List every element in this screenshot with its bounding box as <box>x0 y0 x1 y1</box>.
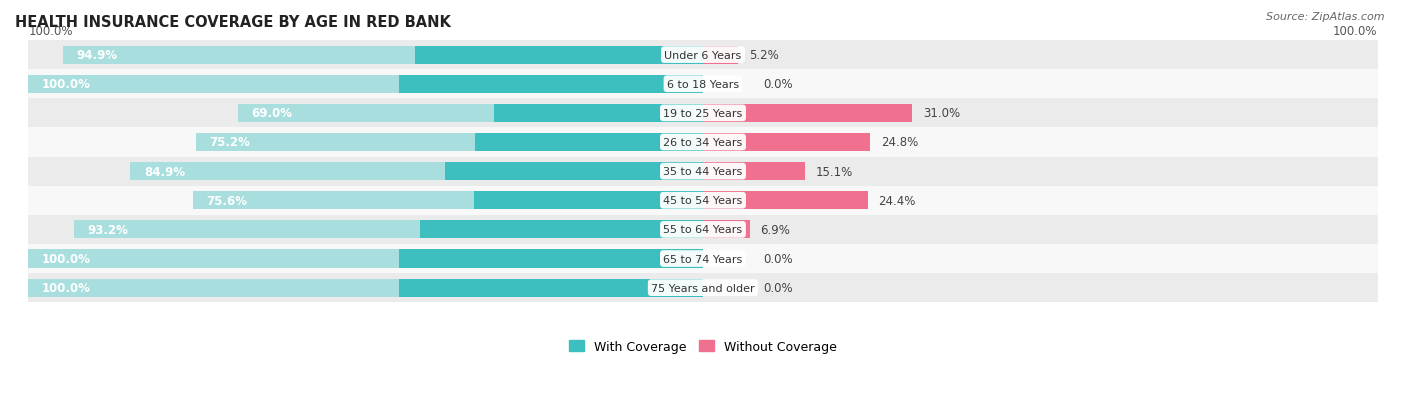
Bar <box>28 157 1378 186</box>
Text: 100.0%: 100.0% <box>42 78 91 91</box>
Bar <box>474 192 703 210</box>
Bar <box>446 163 703 181</box>
Bar <box>420 221 703 239</box>
Text: 69.0%: 69.0% <box>252 107 292 120</box>
Text: 45 to 54 Years: 45 to 54 Years <box>664 196 742 206</box>
Bar <box>63 46 415 64</box>
Text: 55 to 64 Years: 55 to 64 Years <box>664 225 742 235</box>
Bar <box>28 70 1378 99</box>
Text: 26 to 34 Years: 26 to 34 Years <box>664 138 742 147</box>
Text: 5.2%: 5.2% <box>749 49 779 62</box>
Bar <box>475 134 703 152</box>
Bar <box>28 76 399 93</box>
Text: 75.6%: 75.6% <box>207 194 247 207</box>
Bar <box>415 46 703 64</box>
Bar <box>28 41 1378 70</box>
Text: 0.0%: 0.0% <box>763 78 793 91</box>
Text: 24.8%: 24.8% <box>882 136 918 149</box>
Text: 35 to 44 Years: 35 to 44 Years <box>664 167 742 177</box>
Text: 84.9%: 84.9% <box>143 165 186 178</box>
Bar <box>28 244 1378 273</box>
Bar <box>399 279 703 297</box>
Bar <box>195 134 475 152</box>
Text: 24.4%: 24.4% <box>879 194 915 207</box>
Text: 75 Years and older: 75 Years and older <box>651 283 755 293</box>
Bar <box>703 163 804 181</box>
Bar <box>28 273 1378 302</box>
Text: 15.1%: 15.1% <box>815 165 853 178</box>
Text: 6 to 18 Years: 6 to 18 Years <box>666 80 740 90</box>
Bar <box>703 46 738 64</box>
Bar <box>131 163 446 181</box>
Text: 100.0%: 100.0% <box>28 25 73 38</box>
Bar <box>238 104 494 123</box>
Text: 94.9%: 94.9% <box>76 49 118 62</box>
Bar <box>28 99 1378 128</box>
Bar <box>703 134 870 152</box>
Text: 0.0%: 0.0% <box>763 252 793 266</box>
Bar <box>399 250 703 268</box>
Text: 31.0%: 31.0% <box>922 107 960 120</box>
Text: 100.0%: 100.0% <box>42 282 91 294</box>
Text: 100.0%: 100.0% <box>42 252 91 266</box>
Text: Source: ZipAtlas.com: Source: ZipAtlas.com <box>1267 12 1385 22</box>
Text: HEALTH INSURANCE COVERAGE BY AGE IN RED BANK: HEALTH INSURANCE COVERAGE BY AGE IN RED … <box>15 15 451 30</box>
Bar <box>494 104 703 123</box>
Bar <box>703 104 912 123</box>
Text: 93.2%: 93.2% <box>87 223 129 236</box>
Text: 0.0%: 0.0% <box>763 282 793 294</box>
Text: 75.2%: 75.2% <box>209 136 250 149</box>
Bar <box>75 221 420 239</box>
Bar <box>28 279 399 297</box>
Bar <box>28 215 1378 244</box>
Bar <box>399 76 703 93</box>
Bar <box>28 186 1378 215</box>
Text: 6.9%: 6.9% <box>761 223 790 236</box>
Bar <box>28 128 1378 157</box>
Bar <box>703 192 868 210</box>
Text: Under 6 Years: Under 6 Years <box>665 50 741 60</box>
Text: 65 to 74 Years: 65 to 74 Years <box>664 254 742 264</box>
Bar <box>193 192 474 210</box>
Text: 100.0%: 100.0% <box>1333 25 1378 38</box>
Legend: With Coverage, Without Coverage: With Coverage, Without Coverage <box>564 335 842 358</box>
Bar <box>28 250 399 268</box>
Bar <box>703 221 749 239</box>
Text: 19 to 25 Years: 19 to 25 Years <box>664 109 742 119</box>
